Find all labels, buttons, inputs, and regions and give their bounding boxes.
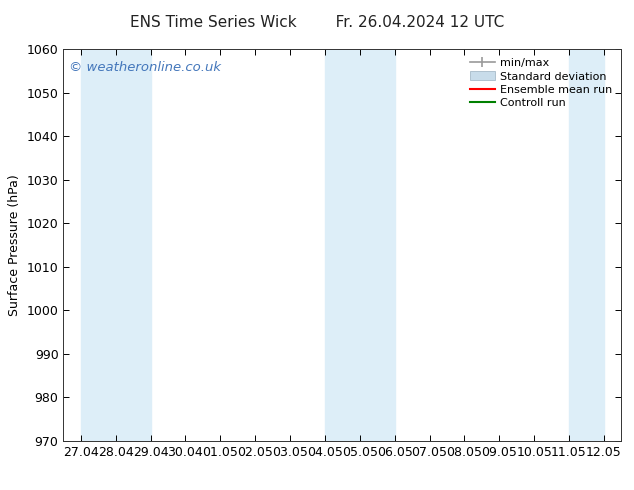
Legend: min/max, Standard deviation, Ensemble mean run, Controll run: min/max, Standard deviation, Ensemble me… <box>467 54 616 111</box>
Bar <box>116 49 151 441</box>
Bar <box>81 49 116 441</box>
Bar <box>569 49 604 441</box>
Text: © weatheronline.co.uk: © weatheronline.co.uk <box>69 61 221 74</box>
Y-axis label: Surface Pressure (hPa): Surface Pressure (hPa) <box>8 174 21 316</box>
Text: ENS Time Series Wick        Fr. 26.04.2024 12 UTC: ENS Time Series Wick Fr. 26.04.2024 12 U… <box>130 15 504 30</box>
Bar <box>359 49 394 441</box>
Bar <box>325 49 359 441</box>
